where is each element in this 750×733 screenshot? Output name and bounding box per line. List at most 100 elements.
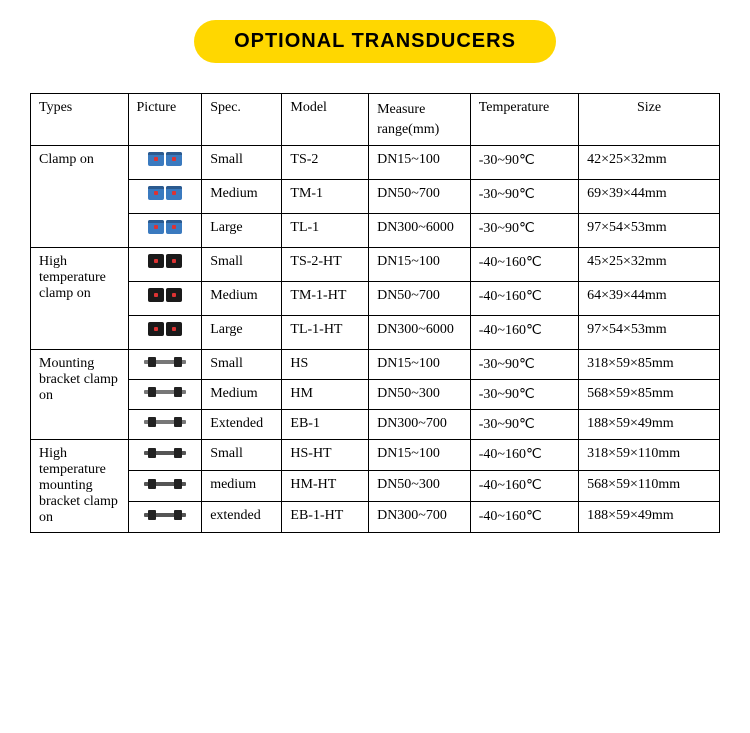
range-cell: DN300~700 (369, 502, 471, 533)
picture-cell (128, 380, 202, 410)
table-row: High temperature clamp onSmallTS-2-HTDN1… (31, 248, 720, 282)
type-cell: Mounting bracket clamp on (31, 350, 129, 440)
temp-cell: -30~90℃ (470, 180, 578, 214)
model-cell: TM-1 (282, 180, 369, 214)
transducer-icon (148, 184, 182, 204)
spec-cell: Medium (202, 180, 282, 214)
transducer-icon (148, 150, 182, 170)
model-cell: EB-1-HT (282, 502, 369, 533)
transducer-icon (148, 286, 182, 306)
page-title: OPTIONAL TRANSDUCERS (194, 20, 556, 63)
temp-cell: -30~90℃ (470, 214, 578, 248)
spec-cell: extended (202, 502, 282, 533)
size-cell: 64×39×44mm (579, 282, 720, 316)
range-cell: DN15~100 (369, 248, 471, 282)
page: OPTIONAL TRANSDUCERS TypesPictureSpec.Mo… (0, 0, 750, 563)
picture-cell (128, 502, 202, 533)
transducer-icon (142, 446, 188, 460)
size-cell: 568×59×85mm (579, 380, 720, 410)
size-cell: 97×54×53mm (579, 214, 720, 248)
size-cell: 45×25×32mm (579, 248, 720, 282)
range-cell: DN15~100 (369, 350, 471, 380)
temp-cell: -30~90℃ (470, 380, 578, 410)
temp-cell: -30~90℃ (470, 350, 578, 380)
model-cell: TS-2 (282, 146, 369, 180)
title-wrap: OPTIONAL TRANSDUCERS (30, 20, 720, 63)
table-row: Clamp onSmallTS-2DN15~100-30~90℃42×25×32… (31, 146, 720, 180)
spec-cell: medium (202, 471, 282, 502)
model-cell: EB-1 (282, 410, 369, 440)
spec-cell: Extended (202, 410, 282, 440)
picture-cell (128, 282, 202, 316)
model-cell: TM-1-HT (282, 282, 369, 316)
temp-cell: -30~90℃ (470, 146, 578, 180)
type-cell: High temperature clamp on (31, 248, 129, 350)
table-row: extendedEB-1-HTDN300~700-40~160℃188×59×4… (31, 502, 720, 533)
spec-cell: Large (202, 214, 282, 248)
picture-cell (128, 410, 202, 440)
spec-cell: Medium (202, 282, 282, 316)
temp-cell: -40~160℃ (470, 282, 578, 316)
table-row: High temperature mounting bracket clamp … (31, 440, 720, 471)
picture-cell (128, 180, 202, 214)
spec-cell: Large (202, 316, 282, 350)
model-cell: HS (282, 350, 369, 380)
picture-cell (128, 316, 202, 350)
picture-cell (128, 471, 202, 502)
range-cell: DN300~6000 (369, 214, 471, 248)
table-row: MediumTM-1-HTDN50~700-40~160℃64×39×44mm (31, 282, 720, 316)
transducer-icon (142, 415, 188, 429)
transducer-icon (148, 320, 182, 340)
temp-cell: -40~160℃ (470, 471, 578, 502)
temp-cell: -40~160℃ (470, 248, 578, 282)
temp-cell: -40~160℃ (470, 440, 578, 471)
transducer-table: TypesPictureSpec.ModelMeasurerange(mm)Te… (30, 93, 720, 533)
table-row: Mounting bracket clamp onSmallHSDN15~100… (31, 350, 720, 380)
spec-cell: Small (202, 440, 282, 471)
model-cell: HM-HT (282, 471, 369, 502)
transducer-icon (142, 355, 188, 369)
col-header-types: Types (31, 94, 129, 146)
table-row: LargeTL-1DN300~6000-30~90℃97×54×53mm (31, 214, 720, 248)
col-header-range: Measurerange(mm) (369, 94, 471, 146)
transducer-icon (142, 385, 188, 399)
size-cell: 188×59×49mm (579, 410, 720, 440)
temp-cell: -40~160℃ (470, 316, 578, 350)
model-cell: HM (282, 380, 369, 410)
picture-cell (128, 214, 202, 248)
table-row: mediumHM-HTDN50~300-40~160℃568×59×110mm (31, 471, 720, 502)
size-cell: 568×59×110mm (579, 471, 720, 502)
spec-cell: Small (202, 248, 282, 282)
spec-cell: Small (202, 146, 282, 180)
spec-cell: Medium (202, 380, 282, 410)
picture-cell (128, 146, 202, 180)
range-cell: DN50~700 (369, 180, 471, 214)
size-cell: 188×59×49mm (579, 502, 720, 533)
table-row: MediumHMDN50~300-30~90℃568×59×85mm (31, 380, 720, 410)
range-cell: DN300~6000 (369, 316, 471, 350)
size-cell: 318×59×85mm (579, 350, 720, 380)
table-row: LargeTL-1-HTDN300~6000-40~160℃97×54×53mm (31, 316, 720, 350)
range-cell: DN300~700 (369, 410, 471, 440)
range-cell: DN50~300 (369, 471, 471, 502)
size-cell: 97×54×53mm (579, 316, 720, 350)
size-cell: 318×59×110mm (579, 440, 720, 471)
range-cell: DN15~100 (369, 440, 471, 471)
col-header-picture: Picture (128, 94, 202, 146)
model-cell: TS-2-HT (282, 248, 369, 282)
temp-cell: -40~160℃ (470, 502, 578, 533)
temp-cell: -30~90℃ (470, 410, 578, 440)
transducer-icon (142, 477, 188, 491)
model-cell: HS-HT (282, 440, 369, 471)
type-cell: Clamp on (31, 146, 129, 248)
table-row: ExtendedEB-1DN300~700-30~90℃188×59×49mm (31, 410, 720, 440)
model-cell: TL-1-HT (282, 316, 369, 350)
picture-cell (128, 350, 202, 380)
model-cell: TL-1 (282, 214, 369, 248)
range-cell: DN15~100 (369, 146, 471, 180)
range-cell: DN50~300 (369, 380, 471, 410)
table-row: MediumTM-1DN50~700-30~90℃69×39×44mm (31, 180, 720, 214)
picture-cell (128, 248, 202, 282)
type-cell: High temperature mounting bracket clamp … (31, 440, 129, 533)
transducer-icon (148, 218, 182, 238)
